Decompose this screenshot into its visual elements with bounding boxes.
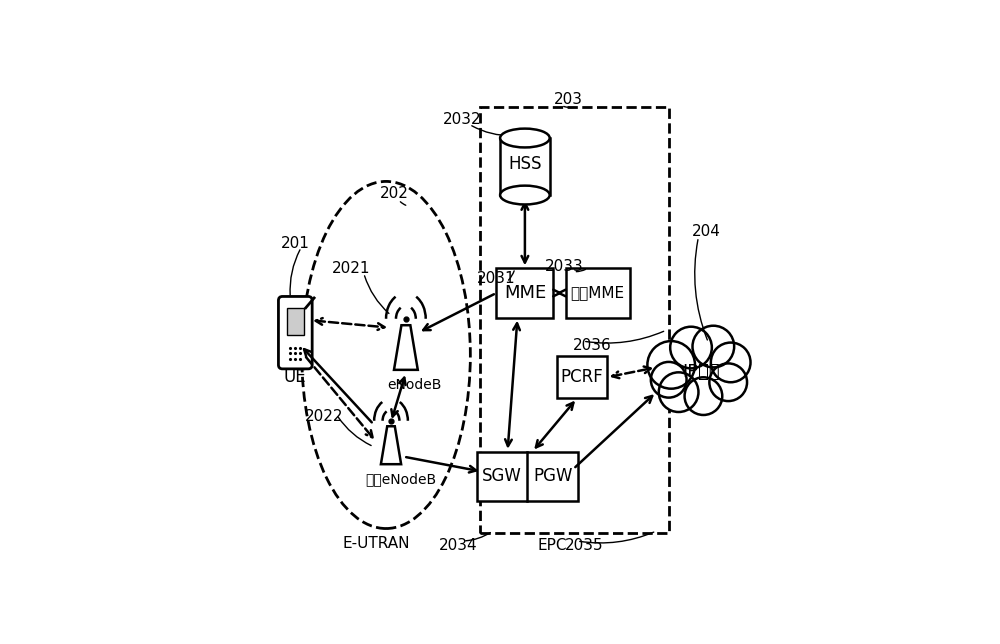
- Text: 2033: 2033: [545, 259, 584, 274]
- Text: EPC: EPC: [537, 538, 567, 553]
- Circle shape: [647, 341, 695, 389]
- Text: 2034: 2034: [439, 538, 477, 553]
- Text: PGW: PGW: [533, 468, 573, 486]
- Bar: [500, 138, 550, 195]
- Text: PCRF: PCRF: [561, 368, 603, 386]
- Circle shape: [711, 343, 751, 383]
- Ellipse shape: [500, 185, 550, 205]
- Text: 2035: 2035: [565, 538, 604, 553]
- Bar: [496, 268, 553, 317]
- Text: E-UTRAN: E-UTRAN: [342, 536, 410, 551]
- Text: 2022: 2022: [305, 410, 343, 424]
- Text: MME: MME: [504, 284, 546, 302]
- Text: 2021: 2021: [332, 261, 371, 276]
- Text: 204: 204: [691, 223, 720, 238]
- Text: IP业务: IP业务: [682, 363, 720, 381]
- Bar: [287, 308, 304, 335]
- FancyBboxPatch shape: [278, 296, 312, 369]
- Polygon shape: [394, 325, 418, 370]
- Bar: [477, 451, 578, 501]
- Circle shape: [670, 327, 712, 368]
- Text: 2036: 2036: [572, 337, 611, 352]
- Text: eNodeB: eNodeB: [388, 378, 442, 392]
- Text: 202: 202: [380, 186, 409, 202]
- Polygon shape: [381, 426, 401, 464]
- Text: SGW: SGW: [482, 468, 522, 486]
- Text: 203: 203: [554, 92, 583, 107]
- Circle shape: [685, 377, 722, 415]
- Bar: [480, 107, 669, 533]
- Text: UE: UE: [284, 368, 307, 386]
- Circle shape: [693, 326, 734, 367]
- Circle shape: [659, 372, 698, 412]
- Text: HSS: HSS: [508, 155, 542, 173]
- Text: 其它eNodeB: 其它eNodeB: [365, 472, 436, 486]
- Circle shape: [709, 363, 747, 401]
- Text: 其它MME: 其它MME: [571, 285, 625, 301]
- Text: 201: 201: [281, 236, 310, 251]
- Ellipse shape: [500, 129, 550, 147]
- Circle shape: [651, 362, 687, 397]
- Bar: [557, 356, 607, 399]
- Bar: [566, 268, 630, 317]
- Text: 2032: 2032: [443, 112, 481, 127]
- Text: 2031: 2031: [477, 270, 516, 285]
